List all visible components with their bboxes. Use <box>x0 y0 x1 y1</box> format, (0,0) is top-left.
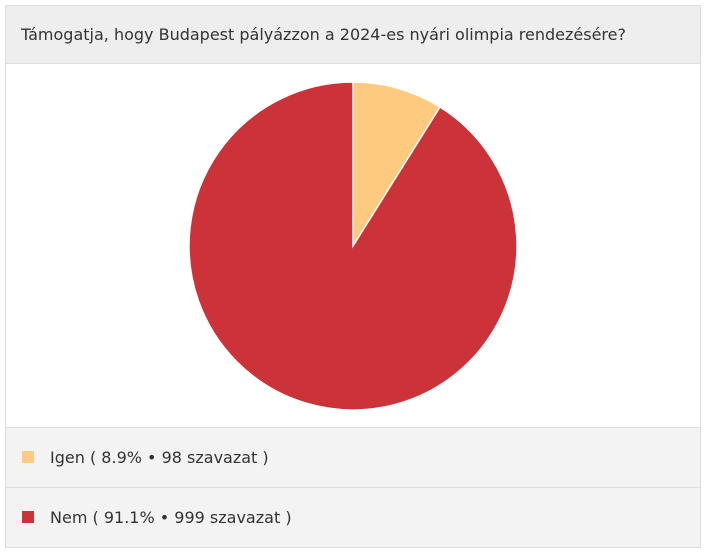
legend-swatch <box>22 511 34 523</box>
paren: ( <box>92 508 99 527</box>
vote-label: 98 szavazat <box>161 448 258 467</box>
paren: ) <box>262 448 269 467</box>
pie-chart <box>188 81 518 411</box>
paren: ) <box>285 508 292 527</box>
vote-label: 999 szavazat <box>174 508 281 527</box>
legend-swatch <box>22 451 34 463</box>
paren: ( <box>89 448 97 467</box>
legend-label: Nem <box>50 508 88 527</box>
legend-label: Igen <box>50 448 85 467</box>
poll: Támogatja, hogy Budapest pályázzon a 202… <box>5 5 701 548</box>
legend: Igen ( 8.9% • 98 szavazat ) Nem ( 91.1% •… <box>6 427 700 547</box>
separator: • <box>147 448 157 467</box>
poll-title: Támogatja, hogy Budapest pályázzon a 202… <box>6 6 700 64</box>
percent-label: 8.9% <box>101 448 142 467</box>
legend-row: Igen ( 8.9% • 98 szavazat ) <box>6 427 700 487</box>
pie-slice <box>352 81 442 249</box>
pie-slice <box>188 81 518 411</box>
percent-label: 91.1% <box>103 508 155 527</box>
legend-row: Nem ( 91.1% • 999 szavazat ) <box>6 487 700 547</box>
separator: • <box>159 508 170 527</box>
